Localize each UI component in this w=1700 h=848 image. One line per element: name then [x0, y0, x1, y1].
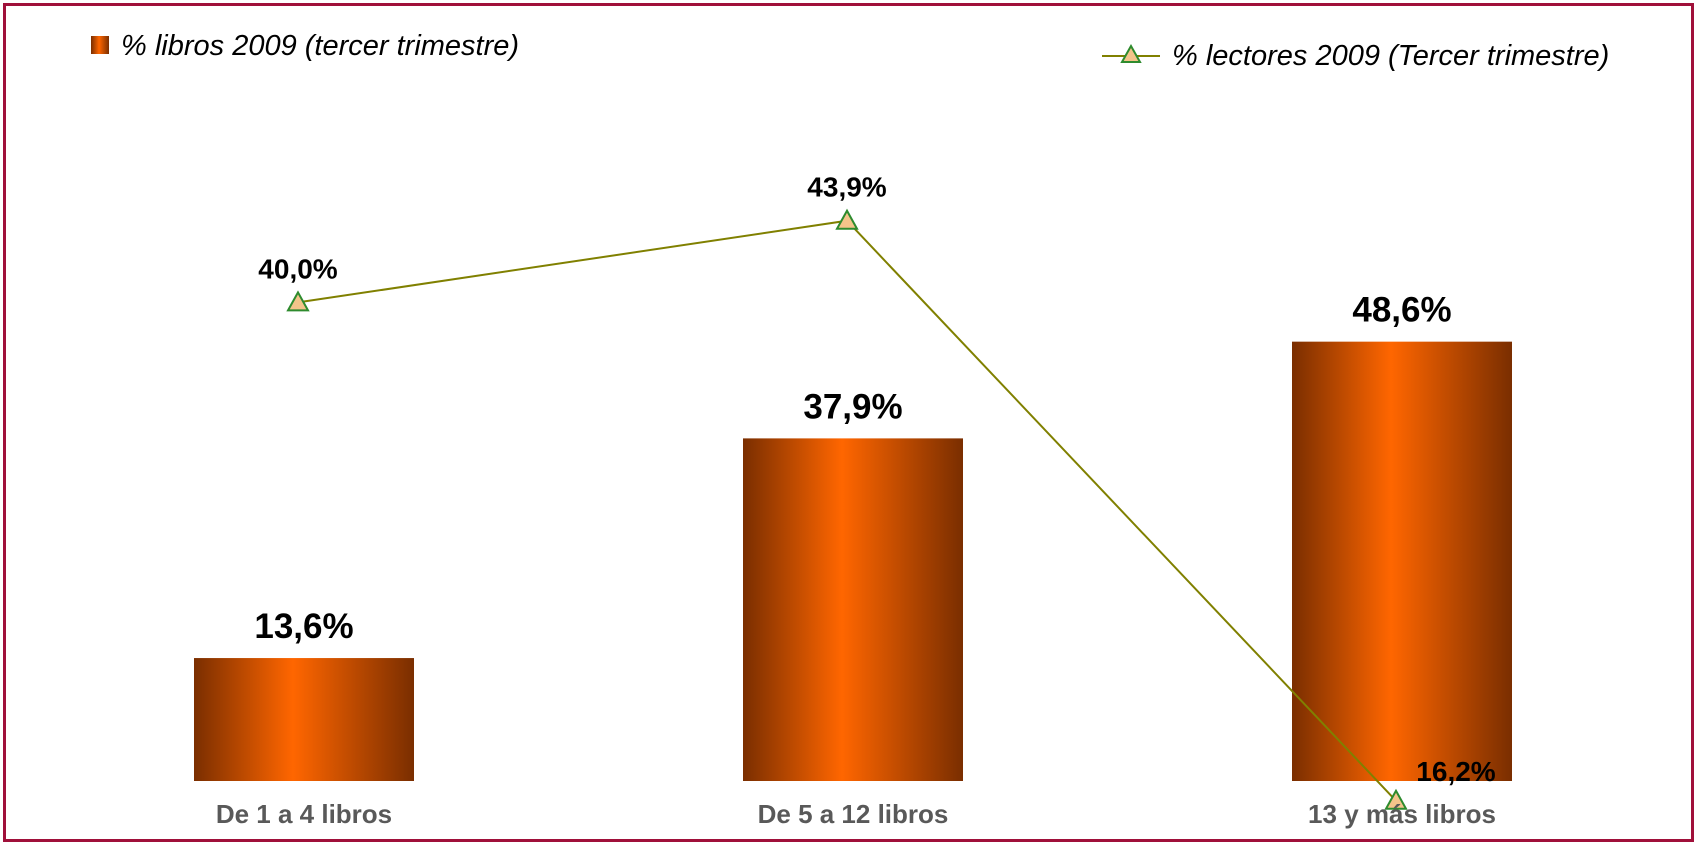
- bar-1: [194, 658, 414, 781]
- bar-value-label-2: 37,9%: [803, 387, 902, 426]
- line-marker-3: [1384, 788, 1408, 810]
- legend-triangle-marker: [1120, 43, 1142, 63]
- bar-2: [743, 438, 963, 781]
- line-value-label-1: 40,0%: [258, 253, 337, 284]
- line-value-label-3: 16,2%: [1416, 756, 1495, 787]
- legend-label-bars: % libros 2009 (tercer trimestre): [121, 30, 519, 62]
- legend-item-line: % lectores 2009 (Tercer trimestre): [1102, 40, 1609, 72]
- legend-item-bars: % libros 2009 (tercer trimestre): [91, 30, 519, 62]
- line-marker-2: [835, 208, 859, 230]
- category-label-2: De 5 a 12 libros: [758, 799, 949, 829]
- line-value-label-2: 43,9%: [807, 172, 886, 203]
- category-label-1: De 1 a 4 libros: [216, 799, 392, 829]
- bar-value-label-1: 13,6%: [254, 607, 353, 646]
- bar-value-label-3: 48,6%: [1352, 291, 1451, 330]
- bars-layer: 13,6% 37,9% 48,6%: [194, 291, 1512, 781]
- category-label-3: 13 y más libros: [1308, 799, 1496, 829]
- line-layer: 40,0% 43,9% 16,2%: [258, 172, 1496, 810]
- legend: % libros 2009 (tercer trimestre) % lecto…: [91, 30, 1609, 72]
- bar-3: [1292, 341, 1512, 781]
- legend-bar-swatch: [91, 36, 109, 54]
- category-labels: De 1 a 4 libros De 5 a 12 libros 13 y más …: [216, 799, 1496, 829]
- line-marker-1: [286, 290, 310, 312]
- legend-label-line: % lectores 2009 (Tercer trimestre): [1172, 40, 1609, 72]
